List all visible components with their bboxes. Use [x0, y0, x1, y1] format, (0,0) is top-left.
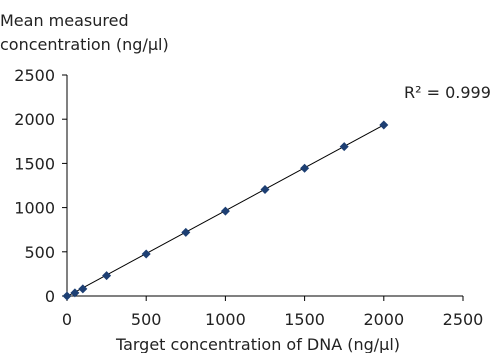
data-point	[181, 227, 191, 237]
x-axis-title: Target concentration of DNA (ng/µl)	[115, 335, 400, 353]
data-point	[70, 288, 80, 298]
data-point	[220, 206, 230, 216]
data-points	[62, 120, 389, 301]
x-tick-label: 1500	[284, 310, 325, 329]
x-tick-label: 2000	[363, 310, 404, 329]
y-tick-label: 0	[45, 287, 55, 306]
data-point	[260, 184, 270, 194]
data-point	[339, 142, 349, 152]
data-point	[78, 284, 88, 294]
data-point	[102, 271, 112, 281]
y-tick-label: 1500	[14, 154, 55, 173]
data-point	[379, 120, 389, 130]
y-axis-title-line-1: Mean measured	[0, 11, 129, 30]
x-tick-label: 0	[62, 310, 72, 329]
y-tick-label: 500	[24, 243, 55, 262]
axes: 0 500 1000 1500 2000 2500 0 500 1000 1500 2000 2500	[14, 66, 483, 329]
x-tick-label: 500	[131, 310, 162, 329]
data-point	[300, 163, 310, 173]
y-tick-label: 1000	[14, 199, 55, 218]
y-tick-label: 2500	[14, 66, 55, 85]
x-tick-label: 2500	[443, 310, 484, 329]
y-axis-title-line-2: concentration (ng/µl)	[0, 35, 169, 54]
r-squared-annotation: R² = 0.999	[404, 83, 491, 102]
data-point	[141, 249, 151, 259]
x-tick-label: 1000	[205, 310, 246, 329]
data-point	[62, 291, 72, 301]
y-tick-label: 2000	[14, 110, 55, 129]
